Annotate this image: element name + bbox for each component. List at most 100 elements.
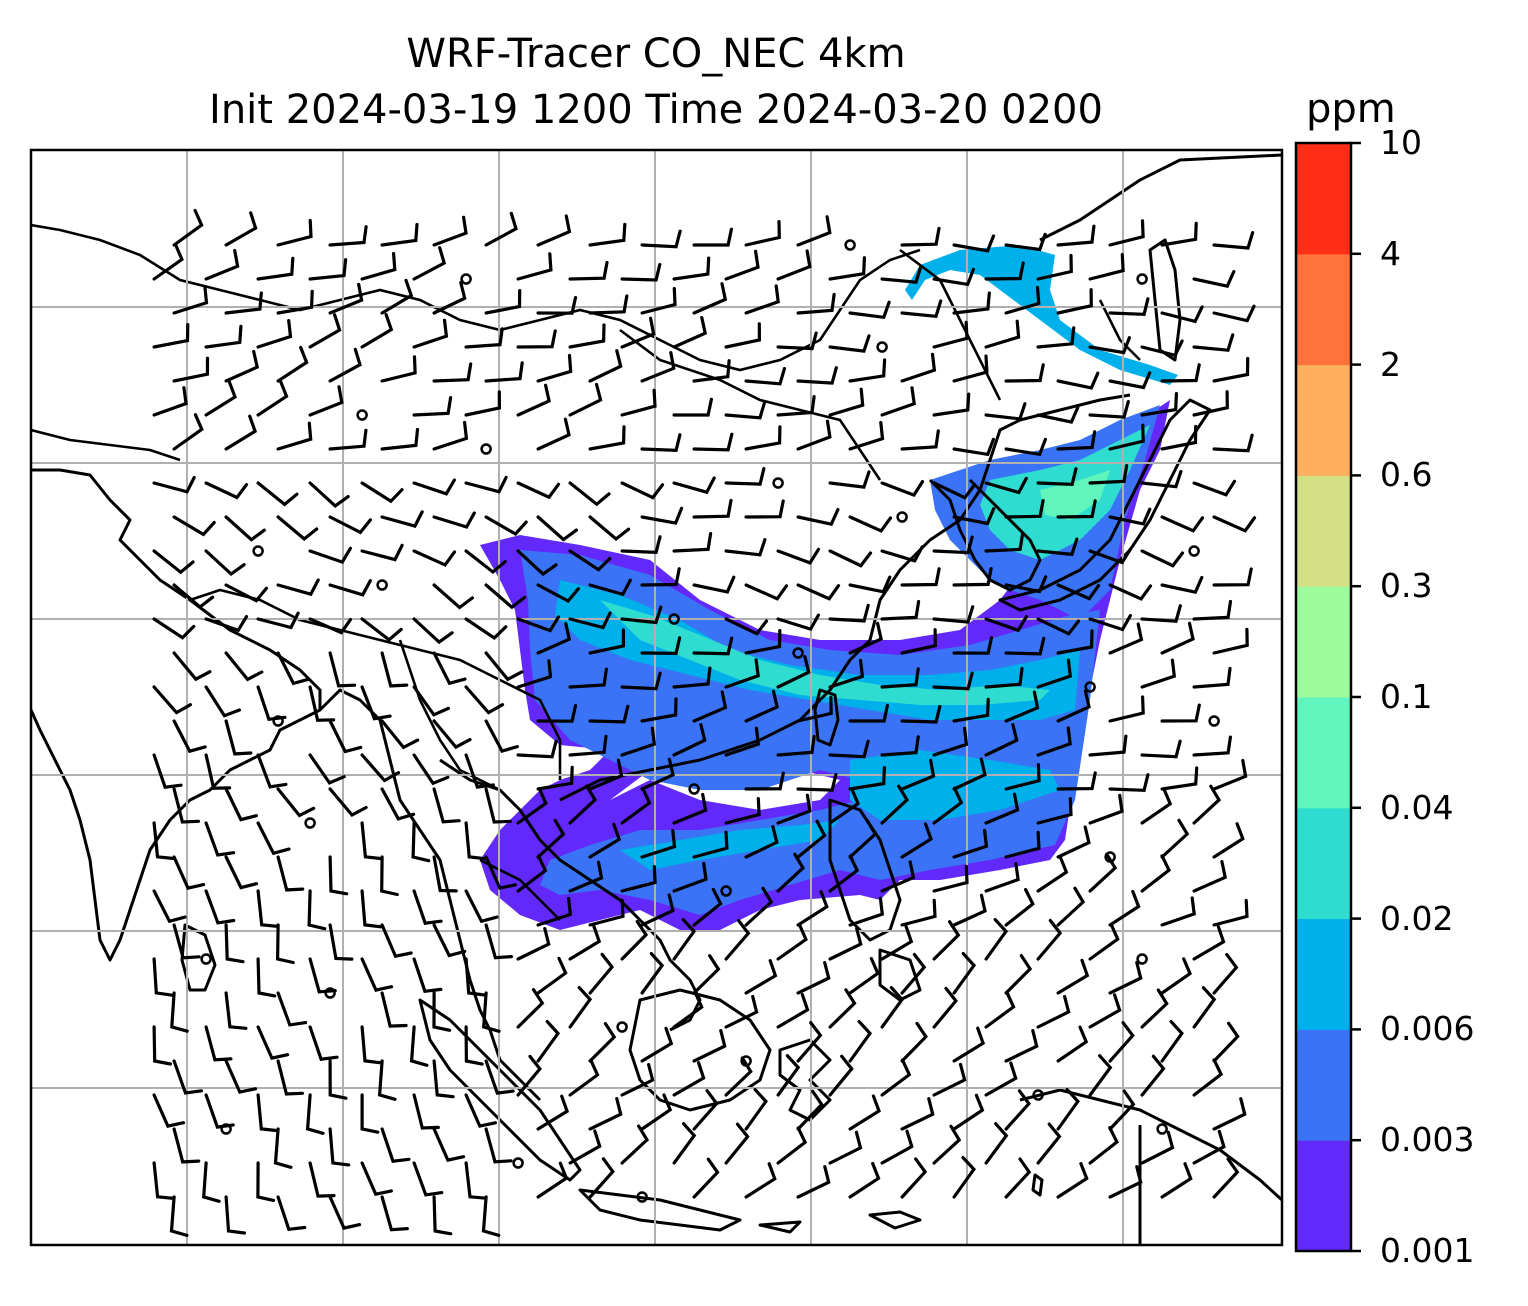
- wind-barb: [276, 651, 311, 686]
- wind-barb: [952, 291, 991, 315]
- wind-barb: [796, 583, 841, 601]
- wind-barb: [744, 499, 785, 519]
- wind-barb: [568, 734, 608, 757]
- wind-barb: [984, 476, 1028, 495]
- wind-barb: [484, 855, 517, 890]
- wind-barb: [880, 599, 921, 621]
- wind-barb: [1004, 888, 1035, 927]
- wind-barb: [984, 1061, 1018, 1097]
- wind-barb: [724, 1122, 750, 1165]
- wind-barb: [256, 319, 293, 349]
- coastline-small-islands: [758, 1173, 1044, 1234]
- wind-barb: [1212, 515, 1257, 533]
- wind-barb: [952, 757, 987, 791]
- wind-barb: [588, 822, 622, 859]
- wind-barb: [828, 787, 860, 825]
- wind-barb: [984, 792, 1020, 825]
- wind-barb: [1004, 1029, 1039, 1063]
- wind-barb: [724, 658, 760, 689]
- coastline-borneo: [628, 988, 772, 1112]
- wind-barb: [204, 1025, 233, 1062]
- wind-barb: [172, 285, 209, 315]
- wind-barb: [224, 923, 245, 964]
- wind-barb: [380, 787, 416, 821]
- coastline-java: [578, 1188, 742, 1232]
- wind-barb: [672, 476, 716, 495]
- wind-barb: [224, 291, 263, 315]
- wind-barb: [328, 282, 364, 315]
- wind-barb: [1140, 739, 1182, 759]
- calm-wind-marker: [1188, 545, 1200, 557]
- wind-barb: [640, 351, 676, 383]
- wind-barb: [1004, 690, 1040, 723]
- wind-barb: [432, 719, 472, 750]
- calm-wind-marker: [272, 715, 284, 727]
- wind-barb: [204, 821, 236, 857]
- wind-barb: [880, 784, 910, 825]
- wind-barb: [276, 345, 309, 383]
- wind-barb: [152, 475, 196, 494]
- wind-barb: [588, 704, 630, 724]
- wind-barb: [744, 959, 778, 995]
- wind-barb: [172, 515, 216, 537]
- wind-barb: [1004, 1157, 1032, 1199]
- wind-barb: [536, 896, 573, 927]
- wind-barb: [464, 685, 505, 715]
- wind-barb: [984, 918, 1009, 961]
- wind-barb: [256, 685, 287, 722]
- wind-barb: [202, 1161, 221, 1203]
- wind-barb: [380, 855, 399, 897]
- wind-barb: [640, 1026, 674, 1063]
- wind-barb: [776, 923, 808, 961]
- wind-barb: [464, 753, 495, 789]
- wind-barb: [360, 889, 383, 929]
- wind-barb: [481, 1195, 501, 1237]
- calm-wind-marker: [876, 341, 888, 353]
- wind-barb: [620, 919, 649, 961]
- wind-barb: [1088, 793, 1124, 825]
- wind-barb: [152, 386, 188, 417]
- calm-wind-marker: [324, 987, 336, 999]
- wind-barb: [516, 329, 557, 349]
- wind-barb: [1036, 405, 1080, 424]
- wind-barb: [360, 252, 397, 281]
- colorbar-tick-label: 4: [1380, 233, 1401, 273]
- colorbar-tick-label: 0.3: [1380, 566, 1433, 606]
- wind-barb: [1192, 860, 1228, 893]
- wind-barb: [620, 786, 652, 825]
- wind-barb: [464, 390, 502, 417]
- wind-barb: [464, 821, 487, 861]
- wind-barb: [724, 994, 759, 1029]
- wind-barb: [1160, 621, 1195, 655]
- wind-barb: [308, 1161, 336, 1198]
- wind-barb: [640, 952, 665, 995]
- wind-barb: [536, 1020, 561, 1063]
- wind-barb: [900, 429, 940, 451]
- wind-barb: [464, 475, 508, 494]
- wind-barb: [1056, 430, 1097, 451]
- wind-barb: [256, 957, 277, 998]
- wind-barb: [1192, 390, 1229, 417]
- wind-barb: [484, 1127, 513, 1164]
- wind-barb: [672, 1122, 697, 1165]
- wind-barb: [568, 924, 602, 961]
- wind-barb: [1212, 304, 1256, 323]
- wind-barb: [724, 400, 767, 420]
- wind-barb: [952, 1093, 985, 1131]
- wind-barb: [672, 532, 713, 553]
- coastline-srilanka: [180, 923, 217, 992]
- wind-barb: [1212, 433, 1254, 453]
- wind-barb: [724, 797, 761, 825]
- wind-barb: [412, 889, 443, 925]
- wind-barb: [224, 1195, 246, 1235]
- wind-barb: [724, 919, 751, 961]
- wind-barb: [377, 1059, 397, 1101]
- colorbar-segment: [1296, 1029, 1351, 1141]
- wind-barb: [588, 222, 627, 247]
- wind-barb: [1056, 825, 1091, 859]
- wind-barb: [952, 636, 994, 655]
- wind-barb: [568, 611, 612, 630]
- wind-barb: [464, 327, 504, 349]
- wind-barb: [308, 481, 350, 508]
